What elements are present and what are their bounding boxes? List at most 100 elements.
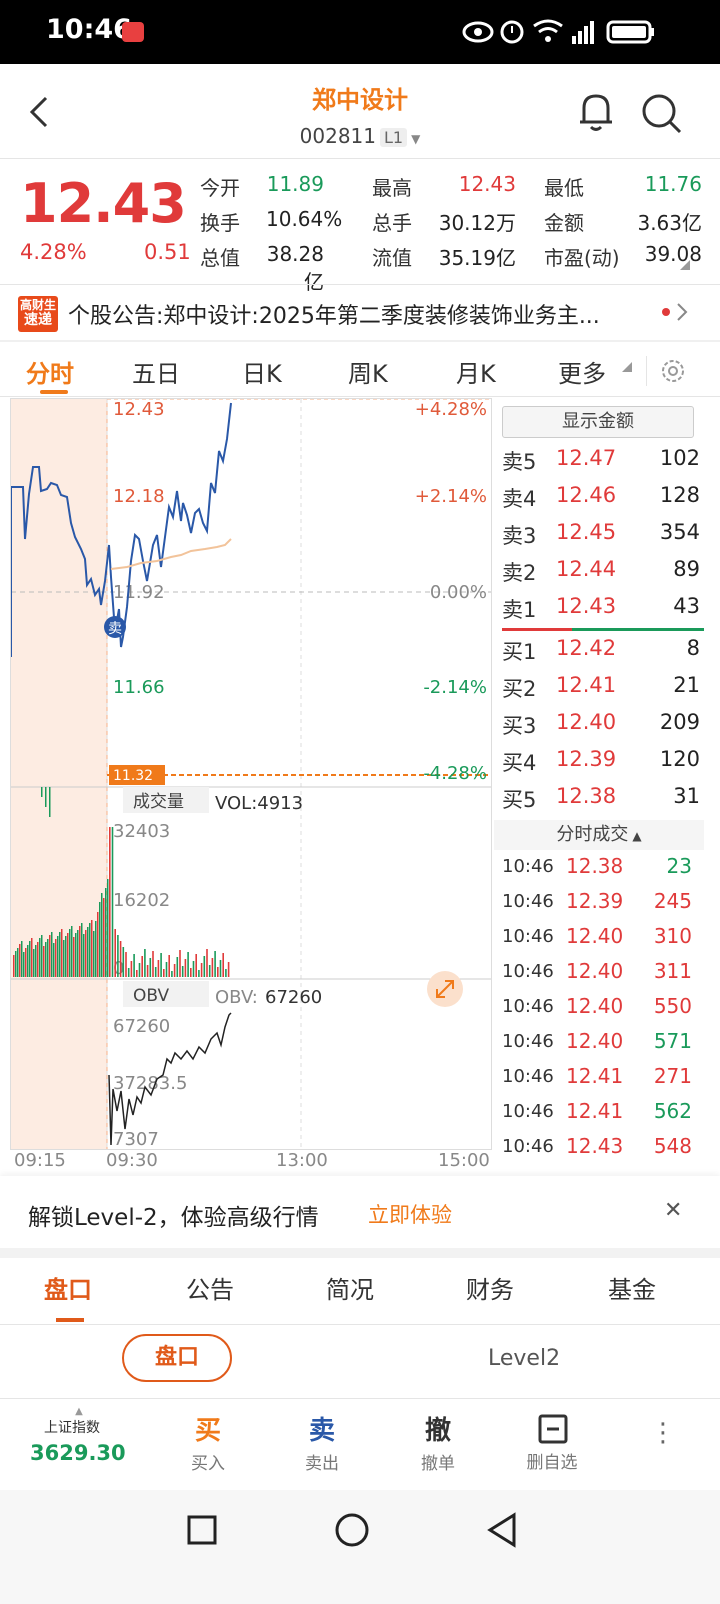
vol-bar [47, 939, 49, 977]
detail-tab[interactable]: 基金 [608, 1276, 656, 1304]
promo-banner[interactable]: 解锁Level-2，体验高级行情 立即体验 ✕ [0, 1176, 720, 1248]
obv-tick: 7307 [113, 1129, 159, 1149]
detail-tab[interactable]: 盘口 [44, 1276, 92, 1304]
caret-up-icon: ▲ [75, 1406, 83, 1417]
news-text[interactable]: 个股公告:郑中设计:2025年第二季度装修装饰业务主... [68, 304, 600, 329]
vol-bar [91, 920, 93, 977]
vol-bar [136, 970, 138, 977]
vol-bar [190, 968, 192, 977]
detail-tab[interactable]: 简况 [326, 1276, 374, 1304]
orderbook-price: 12.43 [556, 594, 617, 618]
chart-tab[interactable]: 日K [242, 360, 282, 388]
orderbook-level: 买1 [502, 640, 537, 664]
show-amount-toggle[interactable]: 显示金额 [502, 406, 694, 438]
orderbook-row[interactable]: 买5 12.38 31 [500, 784, 710, 820]
chart-tab[interactable]: 分时 [26, 360, 74, 388]
vol-bar [171, 971, 173, 977]
avg-price-line [110, 538, 232, 570]
price-axis-label: 11.66 [113, 677, 165, 698]
vol-bar [214, 951, 216, 977]
vol-bar [21, 941, 23, 977]
recents-icon[interactable] [186, 1514, 218, 1546]
ticks-header[interactable]: 分时成交 ▲ [494, 820, 704, 850]
search-icon[interactable] [640, 92, 684, 136]
action-button[interactable]: 卖卖出 [282, 1410, 362, 1480]
pct-axis-label: 0.00% [430, 582, 487, 603]
orderbook-row[interactable]: 卖2 12.44 89 [500, 557, 710, 593]
subtab-pankou[interactable]: 盘口 [122, 1334, 232, 1382]
chart-tab[interactable]: 更多 [558, 360, 606, 388]
news-badge: 高财生 速递 [18, 296, 58, 332]
orderbook-row[interactable]: 卖4 12.46 128 [500, 483, 710, 519]
more-menu-icon[interactable]: ⋮ [650, 1418, 676, 1448]
chart-tab[interactable]: 月K [456, 360, 496, 388]
stock-code-row[interactable]: 002811 L1 ▼ [0, 124, 720, 148]
tick-time: 10:46 [502, 926, 554, 947]
orderbook-row[interactable]: 买4 12.39 120 [500, 747, 710, 783]
orderbook-volume: 120 [659, 747, 700, 771]
system-nav-bar [0, 1490, 720, 1604]
settings-gear-icon[interactable] [660, 358, 686, 384]
status-bar: 10:46 [0, 0, 720, 64]
action-label: 卖出 [305, 1454, 339, 1474]
close-icon[interactable]: ✕ [664, 1198, 683, 1223]
price-line [11, 402, 232, 657]
vol-bar [127, 968, 130, 977]
chart-tab[interactable]: 五日 [132, 360, 180, 388]
back-nav-icon[interactable] [484, 1512, 520, 1548]
vol-bar [217, 967, 219, 977]
vol-bar [17, 948, 19, 977]
bell-icon[interactable] [576, 90, 616, 134]
orderbook-row[interactable]: 卖3 12.45 354 [500, 520, 710, 556]
vol-bar [192, 961, 195, 977]
quote-value: 39.08 [644, 242, 702, 266]
tick-volume: 562 [653, 1099, 692, 1123]
orderbook-row[interactable]: 卖1 12.43 43 [500, 594, 710, 630]
index-widget[interactable]: ▲ 上证指数 3629.30 [24, 1406, 128, 1482]
price-axis-label: 11.92 [113, 582, 165, 603]
divider [646, 356, 647, 386]
action-button[interactable]: 撤撤单 [398, 1410, 478, 1480]
back-icon[interactable] [26, 94, 52, 130]
price-axis-label: 12.18 [113, 486, 165, 507]
corner-arrow-icon [680, 260, 690, 270]
orderbook-level: 卖2 [502, 561, 537, 585]
orderbook-row[interactable]: 买3 12.40 209 [500, 710, 710, 746]
vol-bar [125, 952, 127, 977]
vol-bar [157, 960, 160, 977]
vol-tick: 16202 [113, 890, 170, 911]
detail-tab[interactable]: 财务 [466, 1276, 514, 1304]
pct-axis-label: +2.14% [415, 486, 487, 507]
battery-icon [606, 20, 654, 44]
quote-value: 12.43 [458, 172, 516, 196]
orderbook-row[interactable]: 买1 12.42 8 [500, 636, 710, 672]
vol-bar [89, 923, 91, 977]
quote-label: 最高 [372, 176, 412, 200]
vol-bar [187, 952, 189, 977]
vol-bar [67, 933, 69, 977]
chart-tab[interactable]: 周K [348, 360, 388, 388]
news-badge-line2: 速递 [24, 312, 52, 328]
vol-bar [45, 787, 47, 807]
subtab-level2[interactable]: Level2 [488, 1346, 561, 1371]
quote-value: 11.89 [266, 172, 324, 196]
action-button[interactable]: 买买入 [168, 1410, 248, 1480]
action-button[interactable]: 删自选 [512, 1410, 592, 1480]
chevron-right-icon[interactable] [676, 302, 688, 322]
orderbook-price: 12.41 [556, 673, 617, 697]
orderbook-row[interactable]: 买2 12.41 21 [500, 673, 710, 709]
orderbook-volume: 102 [659, 446, 700, 470]
vol-indicator-bg [123, 787, 209, 813]
vol-bar [122, 947, 125, 977]
vol-bar [23, 952, 25, 977]
vol-bar [49, 787, 51, 817]
intraday-chart[interactable]: 12.43 12.18 11.92 11.66 11.32 +4.28% +2.14% 0.0… [10, 398, 492, 1150]
quote-label: 今开 [200, 176, 240, 200]
promo-link[interactable]: 立即体验 [368, 1203, 452, 1227]
tick-time: 10:46 [502, 996, 554, 1017]
orderbook-row[interactable]: 卖5 12.47 102 [500, 446, 710, 482]
wifi-icon [533, 19, 563, 42]
sell-marker-label: 卖 [108, 621, 122, 637]
detail-tab[interactable]: 公告 [186, 1276, 234, 1304]
home-icon[interactable] [334, 1512, 370, 1548]
